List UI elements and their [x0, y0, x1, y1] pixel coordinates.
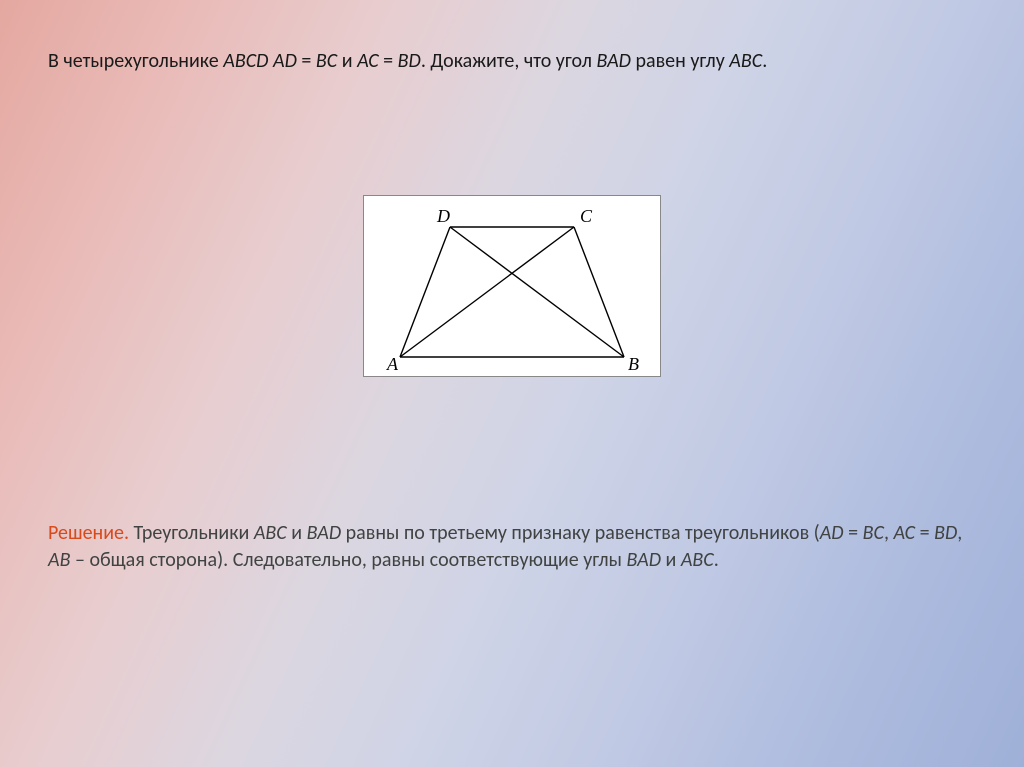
- text-italic: BD: [934, 521, 957, 545]
- text: =: [297, 49, 316, 73]
- svg-text:C: C: [580, 206, 593, 226]
- svg-text:A: A: [386, 354, 399, 372]
- text: =: [844, 521, 863, 545]
- text: и: [661, 548, 681, 572]
- text: Треугольники: [134, 521, 254, 545]
- text-italic: ABCD AD: [223, 49, 297, 73]
- figure-container: A B C D: [0, 195, 1024, 382]
- text-italic: BD: [398, 49, 421, 73]
- svg-text:D: D: [436, 206, 450, 226]
- text: В четырехугольнике: [48, 49, 223, 73]
- geometry-figure: A B C D: [363, 195, 661, 377]
- text: равны по третьему признаку равенства тре…: [341, 521, 820, 545]
- text: =: [915, 521, 934, 545]
- text-italic: BAD: [307, 521, 342, 545]
- text: .: [714, 548, 719, 572]
- text: ,: [957, 521, 962, 545]
- text-italic: AD: [820, 521, 844, 545]
- text-italic: AC: [893, 521, 915, 545]
- text-italic: BC: [316, 49, 337, 73]
- text-italic: ABC: [681, 548, 714, 572]
- text: . Докажите, что угол: [421, 49, 597, 73]
- svg-text:B: B: [628, 354, 639, 372]
- text-italic: ABC: [729, 49, 762, 73]
- text: и: [287, 521, 307, 545]
- text: и: [337, 49, 357, 73]
- text: равен углу: [631, 49, 729, 73]
- solution-label: Решение.: [48, 521, 134, 545]
- text-italic: AC: [357, 49, 379, 73]
- solution-text: Решение. Треугольники ABC и BAD равны по…: [48, 520, 976, 574]
- text: .: [762, 49, 767, 73]
- text-italic: AB: [48, 548, 70, 572]
- text-italic: BAD: [626, 548, 661, 572]
- text: =: [379, 49, 398, 73]
- text: – общая сторона). Следовательно, равны с…: [70, 548, 626, 572]
- text-italic: BC: [863, 521, 884, 545]
- text-italic: ABC: [254, 521, 287, 545]
- trapezoid-diagram: A B C D: [382, 202, 642, 372]
- text-italic: BAD: [596, 49, 631, 73]
- problem-statement: В четырехугольнике ABCD AD = BC и AC = B…: [48, 48, 976, 75]
